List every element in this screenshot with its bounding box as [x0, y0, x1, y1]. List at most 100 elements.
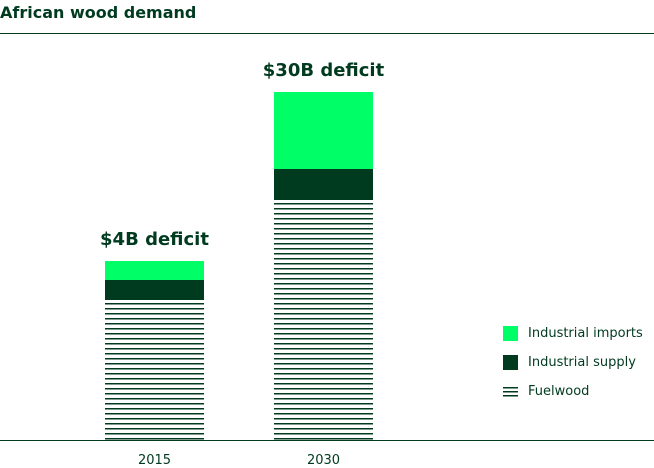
fuelwood-line [274, 248, 373, 250]
fuelwood-line [274, 308, 373, 310]
fuelwood-line [274, 218, 373, 220]
bar-industrial-supply-2015 [105, 280, 204, 300]
fuelwood-line [274, 253, 373, 255]
fuelwood-line [105, 373, 204, 375]
fuelwood-line [274, 258, 373, 260]
fuelwood-line [105, 348, 204, 350]
fuelwood-line [105, 413, 204, 415]
fuelwood-line [274, 318, 373, 320]
fuelwood-line [105, 363, 204, 365]
legend-label: Industrial supply [528, 355, 636, 370]
fuelwood-line [105, 368, 204, 370]
fuelwood-line [274, 358, 373, 360]
fuelwood-line [274, 243, 373, 245]
title-rule [0, 33, 654, 34]
fuelwood-line [105, 338, 204, 340]
bar-industrial-imports-2030 [274, 92, 373, 169]
fuelwood-line [274, 228, 373, 230]
deficit-label-2015: $4B deficit [100, 229, 209, 250]
fuelwood-line [274, 203, 373, 205]
fuelwood-line [274, 398, 373, 400]
legend-item-fuelwood: Fuelwood [503, 384, 589, 399]
fuelwood-line [274, 333, 373, 335]
fuelwood-line [105, 323, 204, 325]
fuelwood-line [274, 298, 373, 300]
fuelwood-line [105, 433, 204, 435]
fuelwood-line [105, 423, 204, 425]
fuelwood-line [274, 208, 373, 210]
bar-industrial-supply-2030 [274, 169, 373, 200]
fuelwood-line [274, 303, 373, 305]
fuelwood-line [105, 308, 204, 310]
fuelwood-line [274, 273, 373, 275]
fuelwood-line [274, 328, 373, 330]
fuelwood-line [274, 233, 373, 235]
x-tick-label-2030: 2030 [307, 453, 340, 468]
fuelwood-line [274, 428, 373, 430]
fuelwood-line [105, 343, 204, 345]
fuelwood-line [105, 303, 204, 305]
fuelwood-line [105, 328, 204, 330]
legend-label: Fuelwood [528, 384, 590, 399]
fuelwood-line [274, 368, 373, 370]
fuelwood-line [274, 238, 373, 240]
deficit-label-2030: $30B deficit [263, 60, 385, 81]
fuelwood-line [274, 323, 373, 325]
fuelwood-line [105, 378, 204, 380]
fuelwood-line [274, 413, 373, 415]
legend-item-industrial-imports: Industrial imports [503, 326, 643, 341]
fuelwood-line [274, 393, 373, 395]
fuelwood-lines-icon [503, 387, 518, 397]
fuelwood-line [274, 403, 373, 405]
fuelwood-line [274, 373, 373, 375]
fuelwood-line [105, 408, 204, 410]
fuelwood-line [274, 378, 373, 380]
fuelwood-line [274, 383, 373, 385]
fuelwood-line [274, 268, 373, 270]
legend-swatch-supply [503, 355, 518, 370]
fuelwood-line [105, 313, 204, 315]
fuelwood-line [105, 333, 204, 335]
legend-label: Industrial imports [528, 326, 643, 341]
fuelwood-line [274, 288, 373, 290]
fuelwood-line [105, 318, 204, 320]
bar-fuelwood-2015 [105, 303, 204, 440]
bar-fuelwood-2030 [274, 203, 373, 440]
fuelwood-line [274, 408, 373, 410]
fuelwood-line [274, 263, 373, 265]
fuelwood-line [105, 358, 204, 360]
fuelwood-line [274, 423, 373, 425]
chart-title: African wood demand [0, 3, 197, 22]
fuelwood-line [274, 338, 373, 340]
fuelwood-line [274, 223, 373, 225]
fuelwood-line [105, 393, 204, 395]
fuelwood-line [105, 403, 204, 405]
fuelwood-line [274, 438, 373, 440]
fuelwood-line [105, 418, 204, 420]
fuelwood-line [274, 343, 373, 345]
fuelwood-line [105, 398, 204, 400]
fuelwood-line [105, 428, 204, 430]
x-axis-line [0, 440, 654, 441]
fuelwood-line [274, 388, 373, 390]
x-tick-label-2015: 2015 [138, 453, 171, 468]
fuelwood-line [105, 388, 204, 390]
fuelwood-line [274, 348, 373, 350]
fuelwood-line [274, 363, 373, 365]
legend-item-industrial-supply: Industrial supply [503, 355, 636, 370]
fuelwood-line [274, 213, 373, 215]
bar-industrial-imports-2015 [105, 261, 204, 280]
fuelwood-line [274, 283, 373, 285]
legend-swatch-imports [503, 326, 518, 341]
fuelwood-line [274, 433, 373, 435]
fuelwood-line [274, 418, 373, 420]
fuelwood-line [274, 353, 373, 355]
fuelwood-line [105, 383, 204, 385]
fuelwood-line [105, 353, 204, 355]
fuelwood-line [274, 278, 373, 280]
fuelwood-line [274, 313, 373, 315]
fuelwood-line [274, 293, 373, 295]
fuelwood-line [105, 438, 204, 440]
